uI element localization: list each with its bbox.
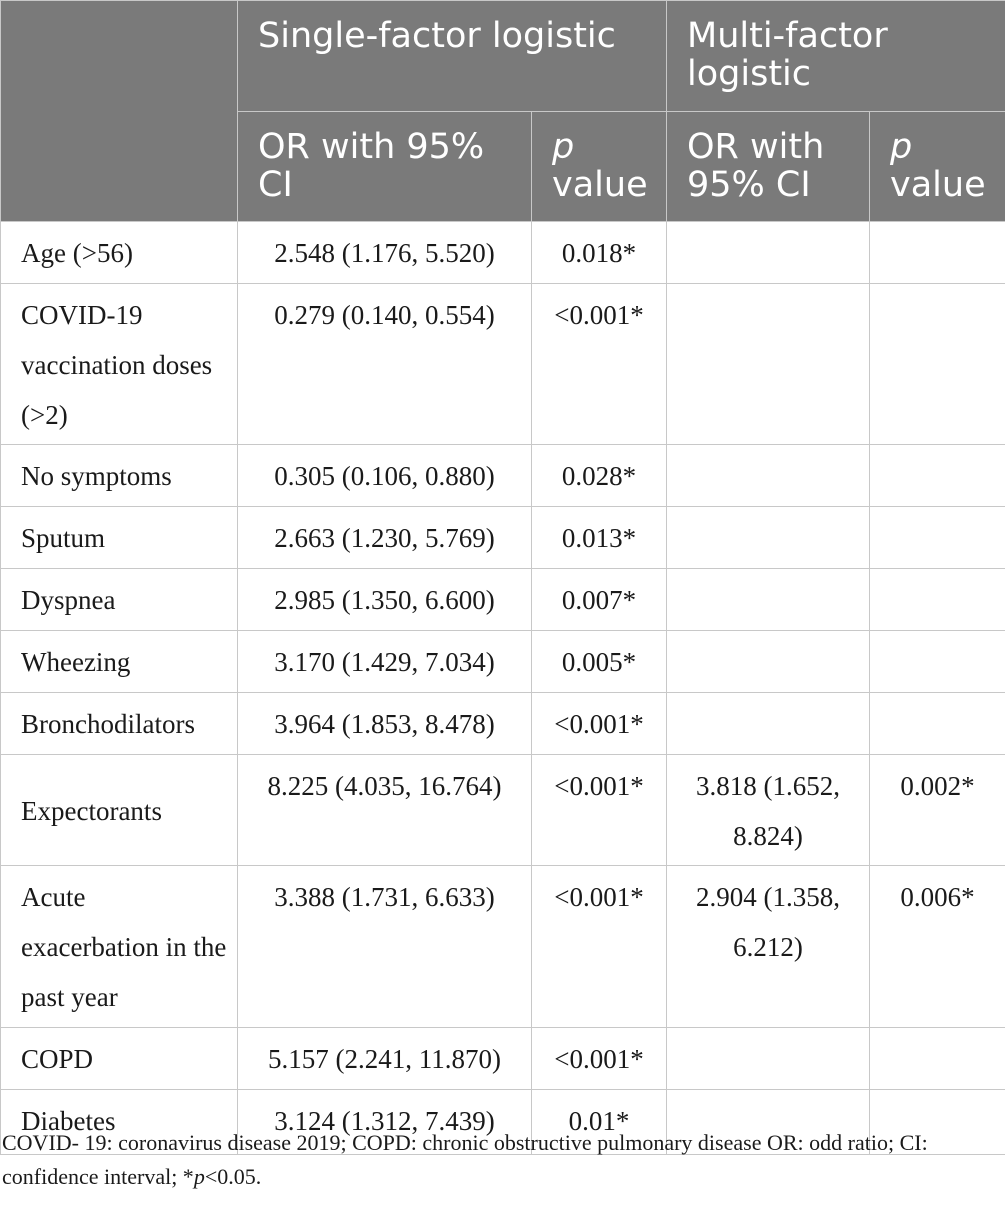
single-or-cell: 5.157 (2.241, 11.870) — [237, 1027, 532, 1090]
multi-or-cell — [666, 221, 870, 284]
table-row: Sputum 2.663 (1.230, 5.769) 0.013* — [0, 506, 1005, 569]
multi-p-cell — [868, 444, 1005, 507]
header-single-p-word: value — [552, 165, 648, 205]
multi-or-cell — [666, 692, 870, 755]
single-p-cell: 0.005* — [531, 630, 667, 693]
table-row: Expectorants 8.225 (4.035, 16.764) <0.00… — [0, 754, 1005, 866]
multi-or-cell: 3.818 (1.652, 8.824) — [666, 754, 870, 866]
row-label: COPD — [0, 1027, 238, 1090]
single-or-cell: 0.279 (0.140, 0.554) — [237, 283, 532, 445]
multi-p-cell — [868, 506, 1005, 569]
multi-p-cell: 0.006* — [868, 865, 1005, 1028]
row-label: Bronchodilators — [0, 692, 238, 755]
multi-p-cell: 0.002* — [868, 754, 1005, 866]
header-single-p: p value — [531, 111, 667, 222]
single-p-cell: <0.001* — [531, 1027, 667, 1090]
single-p-cell: <0.001* — [531, 283, 667, 445]
single-p-cell: <0.001* — [531, 865, 667, 1028]
header-multi-p-letter: p — [890, 127, 913, 167]
logistic-regression-table: Single-factor logistic Multi-factor logi… — [0, 0, 1005, 1155]
header-row-groups: Single-factor logistic Multi-factor logi… — [0, 0, 1005, 222]
multi-p-cell — [868, 221, 1005, 284]
row-label: Diabetes — [0, 1089, 238, 1155]
single-or-cell: 2.548 (1.176, 5.520) — [237, 221, 532, 284]
single-p-cell: 0.018* — [531, 221, 667, 284]
table-row: COVID-19 vaccination doses (>2) 0.279 (0… — [0, 283, 1005, 445]
header-multi-p-word: value — [890, 165, 986, 205]
table-row: Wheezing 3.170 (1.429, 7.034) 0.005* — [0, 630, 1005, 693]
single-or-cell: 2.985 (1.350, 6.600) — [237, 568, 532, 631]
single-or-cell: 2.663 (1.230, 5.769) — [237, 506, 532, 569]
row-label: Age (>56) — [0, 221, 238, 284]
row-label: Dyspnea — [0, 568, 238, 631]
multi-p-cell — [868, 1089, 1005, 1155]
single-or-cell: 3.964 (1.853, 8.478) — [237, 692, 532, 755]
multi-or-cell: 2.904 (1.358, 6.212) — [666, 865, 870, 1028]
row-label: Expectorants — [0, 754, 238, 866]
multi-or-cell — [666, 283, 870, 445]
header-multi-factor: Multi-factor logistic — [665, 0, 1005, 112]
row-label: Acute exacerbation in the past year — [0, 865, 238, 1028]
multi-p-cell — [868, 568, 1005, 631]
header-single-or: OR with 95% CI — [237, 111, 532, 222]
multi-or-cell — [666, 1089, 870, 1155]
footnote-threshold: <0.05. — [204, 1164, 262, 1189]
header-corner — [0, 0, 238, 222]
multi-p-cell — [868, 630, 1005, 693]
multi-p-cell — [868, 283, 1005, 445]
multi-or-cell — [666, 506, 870, 569]
multi-or-cell — [666, 444, 870, 507]
multi-or-cell — [666, 568, 870, 631]
single-p-cell: 0.007* — [531, 568, 667, 631]
row-label: Sputum — [0, 506, 238, 569]
header-multi-or: OR with 95% CI — [666, 111, 870, 222]
table-row: Dyspnea 2.985 (1.350, 6.600) 0.007* — [0, 568, 1005, 631]
single-p-cell: <0.001* — [531, 692, 667, 755]
single-or-cell: 8.225 (4.035, 16.764) — [237, 754, 532, 866]
single-or-cell: 0.305 (0.106, 0.880) — [237, 444, 532, 507]
table-footnote: COVID- 19: coronavirus disease 2019; COP… — [0, 1126, 1005, 1194]
single-or-cell: 3.124 (1.312, 7.439) — [237, 1089, 532, 1155]
footnote-text: COVID- 19: coronavirus disease 2019; COP… — [2, 1130, 928, 1189]
table-row: Diabetes 3.124 (1.312, 7.439) 0.01* — [0, 1089, 1005, 1155]
footnote-p-letter: p — [193, 1164, 205, 1189]
table-row: Age (>56) 2.548 (1.176, 5.520) 0.018* — [0, 221, 1005, 284]
table-row: Acute exacerbation in the past year 3.38… — [0, 865, 1005, 1028]
table-row: No symptoms 0.305 (0.106, 0.880) 0.028* — [0, 444, 1005, 507]
row-label: COVID-19 vaccination doses (>2) — [0, 283, 238, 445]
single-p-cell: <0.001* — [531, 754, 667, 866]
table-row: COPD 5.157 (2.241, 11.870) <0.001* — [0, 1027, 1005, 1090]
multi-p-cell — [868, 692, 1005, 755]
row-label: No symptoms — [0, 444, 238, 507]
header-multi-p: p value — [868, 111, 1005, 222]
row-label: Wheezing — [0, 630, 238, 693]
multi-or-cell — [666, 630, 870, 693]
header-single-p-letter: p — [552, 127, 575, 167]
single-p-cell: 0.013* — [531, 506, 667, 569]
single-p-cell: 0.028* — [531, 444, 667, 507]
table-row: Bronchodilators 3.964 (1.853, 8.478) <0.… — [0, 692, 1005, 755]
header-single-factor: Single-factor logistic — [237, 0, 667, 112]
multi-p-cell — [868, 1027, 1005, 1090]
header-row-columns: OR with 95% CI p value OR with 95% CI p va… — [1, 111, 1005, 222]
single-or-cell: 3.388 (1.731, 6.633) — [237, 865, 532, 1028]
single-p-cell: 0.01* — [531, 1089, 667, 1155]
multi-or-cell — [666, 1027, 870, 1090]
single-or-cell: 3.170 (1.429, 7.034) — [237, 630, 532, 693]
